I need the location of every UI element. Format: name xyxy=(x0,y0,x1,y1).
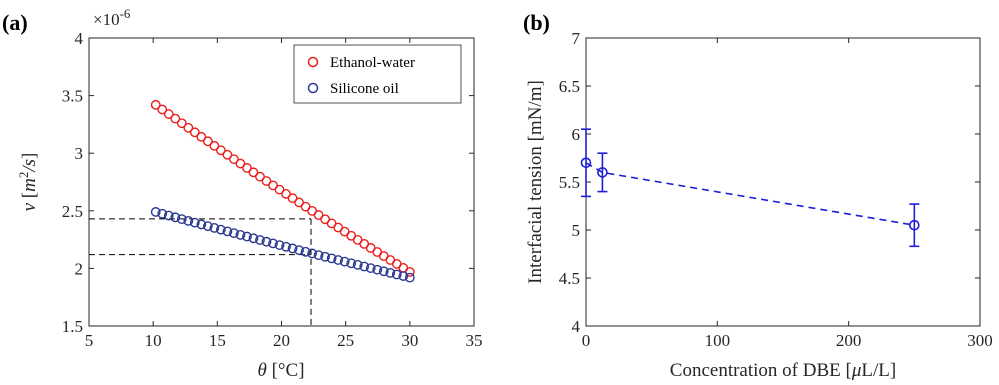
y-tick-label: 3 xyxy=(75,144,84,163)
x-tick-label: 20 xyxy=(273,331,290,350)
y-tick-label: 7 xyxy=(572,29,581,48)
panel-b-label: (b) xyxy=(523,10,550,35)
panel-a-reference-lines xyxy=(89,219,311,326)
x-tick-label: 0 xyxy=(582,331,591,350)
panel-a-legend: Ethanol-water Silicone oil xyxy=(294,45,461,103)
panel-b-series xyxy=(581,129,919,246)
legend-label-ethanol-water: Ethanol-water xyxy=(330,55,415,71)
panel-a-label: (a) xyxy=(2,10,28,35)
y-tick-label: 4.5 xyxy=(559,269,580,288)
panel-b-x-axis-label: Concentration of DBE [μL/L] xyxy=(670,360,896,381)
series-line xyxy=(586,163,914,225)
x-tick-label: 25 xyxy=(337,331,354,350)
panel-b-y-axis-label: Interfacial tension [mN/m] xyxy=(525,80,546,284)
panel-a-y-multiplier: ×10-6 xyxy=(93,6,131,29)
x-tick-label: 300 xyxy=(967,331,993,350)
x-tick-label: 5 xyxy=(85,331,94,350)
legend-label-silicone-oil: Silicone oil xyxy=(330,81,399,97)
y-tick-label: 3.5 xyxy=(62,87,83,106)
y-tick-label: 4 xyxy=(75,29,84,48)
y-tick-label: 6 xyxy=(572,125,581,144)
y-tick-label: 5 xyxy=(572,221,581,240)
x-tick-label: 10 xyxy=(145,331,162,350)
panel-a-y-axis-label: ν [m2/s] xyxy=(16,153,40,212)
y-tick-label: 2.5 xyxy=(62,202,83,221)
x-tick-label: 30 xyxy=(401,331,418,350)
y-tick-label: 1.5 xyxy=(62,317,83,336)
panel-b: (b) 0 100 200 300 4 4.5 5 5.5 6 6.5 7 Concentratio… xyxy=(523,10,993,381)
panel-b-ticks: 0 100 200 300 4 4.5 5 5.5 6 6.5 7 xyxy=(559,29,993,350)
x-tick-label: 100 xyxy=(705,331,731,350)
panel-a-x-axis-label: θ [°C] xyxy=(257,360,304,381)
panel-b-axes-box xyxy=(586,38,980,326)
y-tick-label: 5.5 xyxy=(559,173,580,192)
x-tick-label: 200 xyxy=(836,331,862,350)
y-tick-label: 2 xyxy=(75,259,84,278)
x-tick-label: 15 xyxy=(209,331,226,350)
x-tick-label: 35 xyxy=(466,331,483,350)
y-tick-label: 4 xyxy=(572,317,581,336)
y-tick-label: 6.5 xyxy=(559,77,580,96)
panel-a: (a) 5 10 15 20 25 30 35 1.5 2 2.5 3 3.5 4 ×10-6 θ [°… xyxy=(2,6,483,381)
